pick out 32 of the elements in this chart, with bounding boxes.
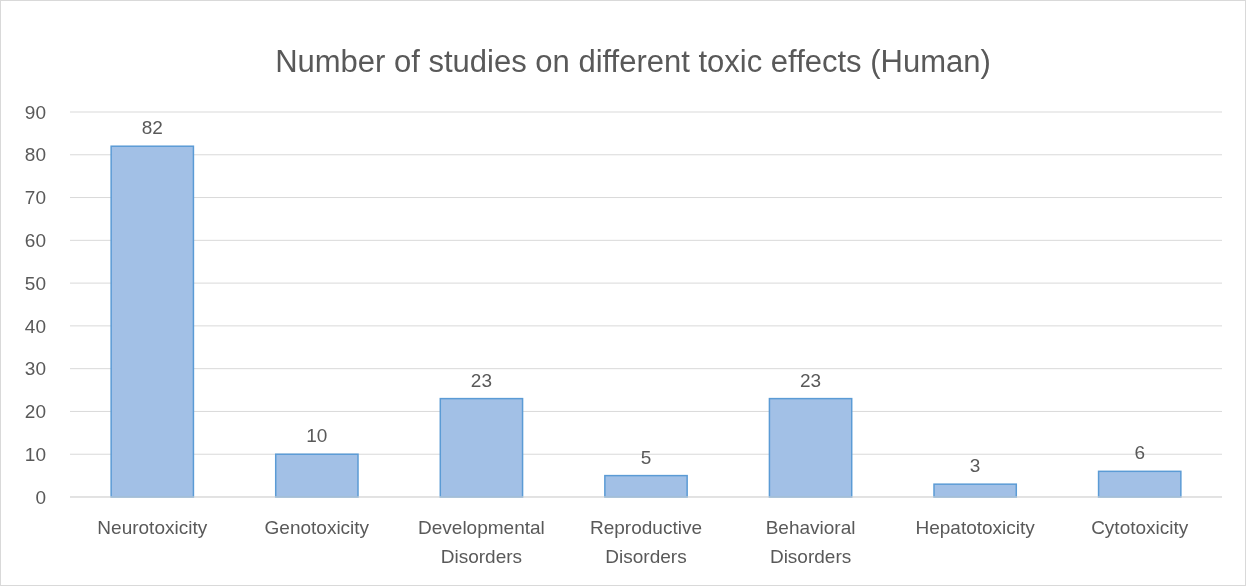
y-tick-label: 10 [24,443,46,465]
bar [604,474,688,498]
x-tick-label: Hepatotoxicity [915,517,1036,538]
chart-title: Number of studies on different toxic effects (Human) [275,44,991,79]
data-label: 3 [969,455,981,477]
x-tick-label: Genotoxicity [264,517,370,538]
y-tick-label: 0 [35,486,46,508]
y-tick-label: 70 [24,187,46,209]
data-label: 23 [470,369,492,391]
bar [110,145,195,498]
data-label: 82 [141,117,163,139]
bar [274,453,359,498]
y-tick-label: 80 [24,144,46,166]
bar [439,397,524,498]
bar [768,397,853,498]
data-label: 6 [1134,442,1145,464]
x-tick-label: Neurotoxicity [97,517,208,538]
y-tick-label: 50 [24,272,46,294]
y-tick-label: 60 [24,229,46,251]
y-tick-label: 20 [24,401,46,423]
data-label: 10 [306,425,328,447]
y-tick-label: 90 [24,101,46,123]
data-label: 23 [800,369,822,391]
y-tick-label: 40 [24,315,46,337]
x-tick-label: Behavioral Disorders [765,517,856,567]
y-tick-label: 30 [24,358,46,380]
bar [1097,470,1182,498]
bar [933,483,1018,498]
x-tick-label: Developmental Disorders [418,517,545,567]
x-tick-label: Cytotoxicity [1091,517,1189,538]
x-tick-label: Reproductive Disorders [590,517,702,567]
data-label: 5 [640,446,652,468]
